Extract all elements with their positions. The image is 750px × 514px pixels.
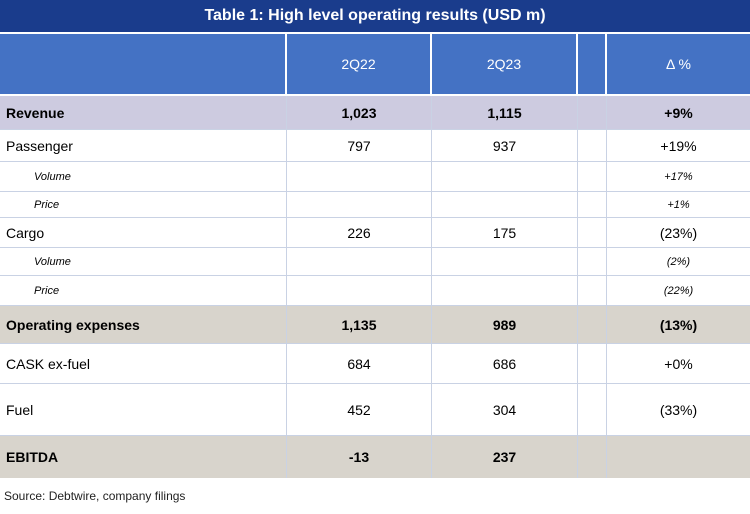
row-delta: (13%) xyxy=(659,316,698,333)
row-value-2q23: 937 xyxy=(432,130,578,161)
row-delta: (2%) xyxy=(666,255,691,268)
row-delta: +9% xyxy=(664,104,693,121)
row-label: Cargo xyxy=(0,218,287,247)
row-spacer xyxy=(578,96,607,129)
table-row-passenger-volume: Volume +17% xyxy=(0,162,750,192)
table-row-operating-expenses: Operating expenses 1,135 989 (13%) xyxy=(0,306,750,344)
row-label: CASK ex-fuel xyxy=(0,344,287,383)
row-label: Price xyxy=(0,192,287,217)
row-delta: +17% xyxy=(664,170,693,183)
row-value-2q22 xyxy=(287,192,432,217)
row-value-2q22: 797 xyxy=(287,130,432,161)
row-value-2q22: -13 xyxy=(287,436,432,478)
row-value-2q22: 684 xyxy=(287,344,432,383)
row-value-2q23: 237 xyxy=(432,436,578,478)
header-cell-2q22: 2Q22 xyxy=(287,34,432,94)
row-value-2q23: 686 xyxy=(432,344,578,383)
row-spacer xyxy=(578,384,607,435)
table-title: Table 1: High level operating results (U… xyxy=(0,0,750,32)
row-value-2q22 xyxy=(287,276,432,305)
row-value-2q23 xyxy=(432,248,578,275)
table-row-passenger-price: Price +1% xyxy=(0,192,750,218)
row-label: Passenger xyxy=(0,130,287,161)
row-spacer xyxy=(578,344,607,383)
table-row-passenger: Passenger 797 937 +19% xyxy=(0,130,750,162)
header-cell-label xyxy=(0,34,287,94)
row-value-2q23: 989 xyxy=(432,306,578,343)
row-delta: (23%) xyxy=(659,224,698,241)
row-delta: +19% xyxy=(660,137,697,154)
row-value-2q23: 1,115 xyxy=(432,96,578,129)
header-cell-2q23: 2Q23 xyxy=(432,34,578,94)
row-value-2q22: 452 xyxy=(287,384,432,435)
row-delta: +0% xyxy=(664,355,693,372)
row-spacer xyxy=(578,218,607,247)
row-value-2q22: 1,135 xyxy=(287,306,432,343)
table-row-cargo: Cargo 226 175 (23%) xyxy=(0,218,750,248)
table-row-revenue: Revenue 1,023 1,115 +9% xyxy=(0,96,750,130)
row-label: Volume xyxy=(0,162,287,191)
row-spacer xyxy=(578,248,607,275)
row-value-2q23 xyxy=(432,192,578,217)
header-cell-spacer xyxy=(578,34,607,94)
row-label: Fuel xyxy=(0,384,287,435)
table-row-cargo-volume: Volume (2%) xyxy=(0,248,750,276)
row-delta xyxy=(607,436,750,478)
table-row-fuel: Fuel 452 304 (33%) xyxy=(0,384,750,436)
row-spacer xyxy=(578,436,607,478)
source-note: Source: Debtwire, company filings xyxy=(4,489,186,503)
row-label: EBITDA xyxy=(0,436,287,478)
row-label: Operating expenses xyxy=(0,306,287,343)
row-value-2q23: 175 xyxy=(432,218,578,247)
table-row-ebitda: EBITDA -13 237 xyxy=(0,436,750,478)
header-cell-delta: Δ % xyxy=(666,56,691,72)
row-label: Volume xyxy=(0,248,287,275)
row-spacer xyxy=(578,276,607,305)
table-row-cargo-price: Price (22%) xyxy=(0,276,750,306)
row-value-2q22 xyxy=(287,162,432,191)
row-value-2q22: 226 xyxy=(287,218,432,247)
operating-results-table: 2Q22 2Q23 Δ % Revenue 1,023 1,115 +9% Pa… xyxy=(0,34,750,478)
row-spacer xyxy=(578,306,607,343)
row-value-2q22 xyxy=(287,248,432,275)
row-value-2q23 xyxy=(432,276,578,305)
row-spacer xyxy=(578,192,607,217)
row-value-2q23 xyxy=(432,162,578,191)
row-label: Revenue xyxy=(0,96,287,129)
table-header-row: 2Q22 2Q23 Δ % xyxy=(0,34,750,96)
row-label: Price xyxy=(0,276,287,305)
row-spacer xyxy=(578,130,607,161)
row-value-2q22: 1,023 xyxy=(287,96,432,129)
row-delta: (22%) xyxy=(663,284,694,297)
row-value-2q23: 304 xyxy=(432,384,578,435)
table-row-cask-ex-fuel: CASK ex-fuel 684 686 +0% xyxy=(0,344,750,384)
row-spacer xyxy=(578,162,607,191)
row-delta: +1% xyxy=(667,198,690,211)
row-delta: (33%) xyxy=(659,401,698,418)
